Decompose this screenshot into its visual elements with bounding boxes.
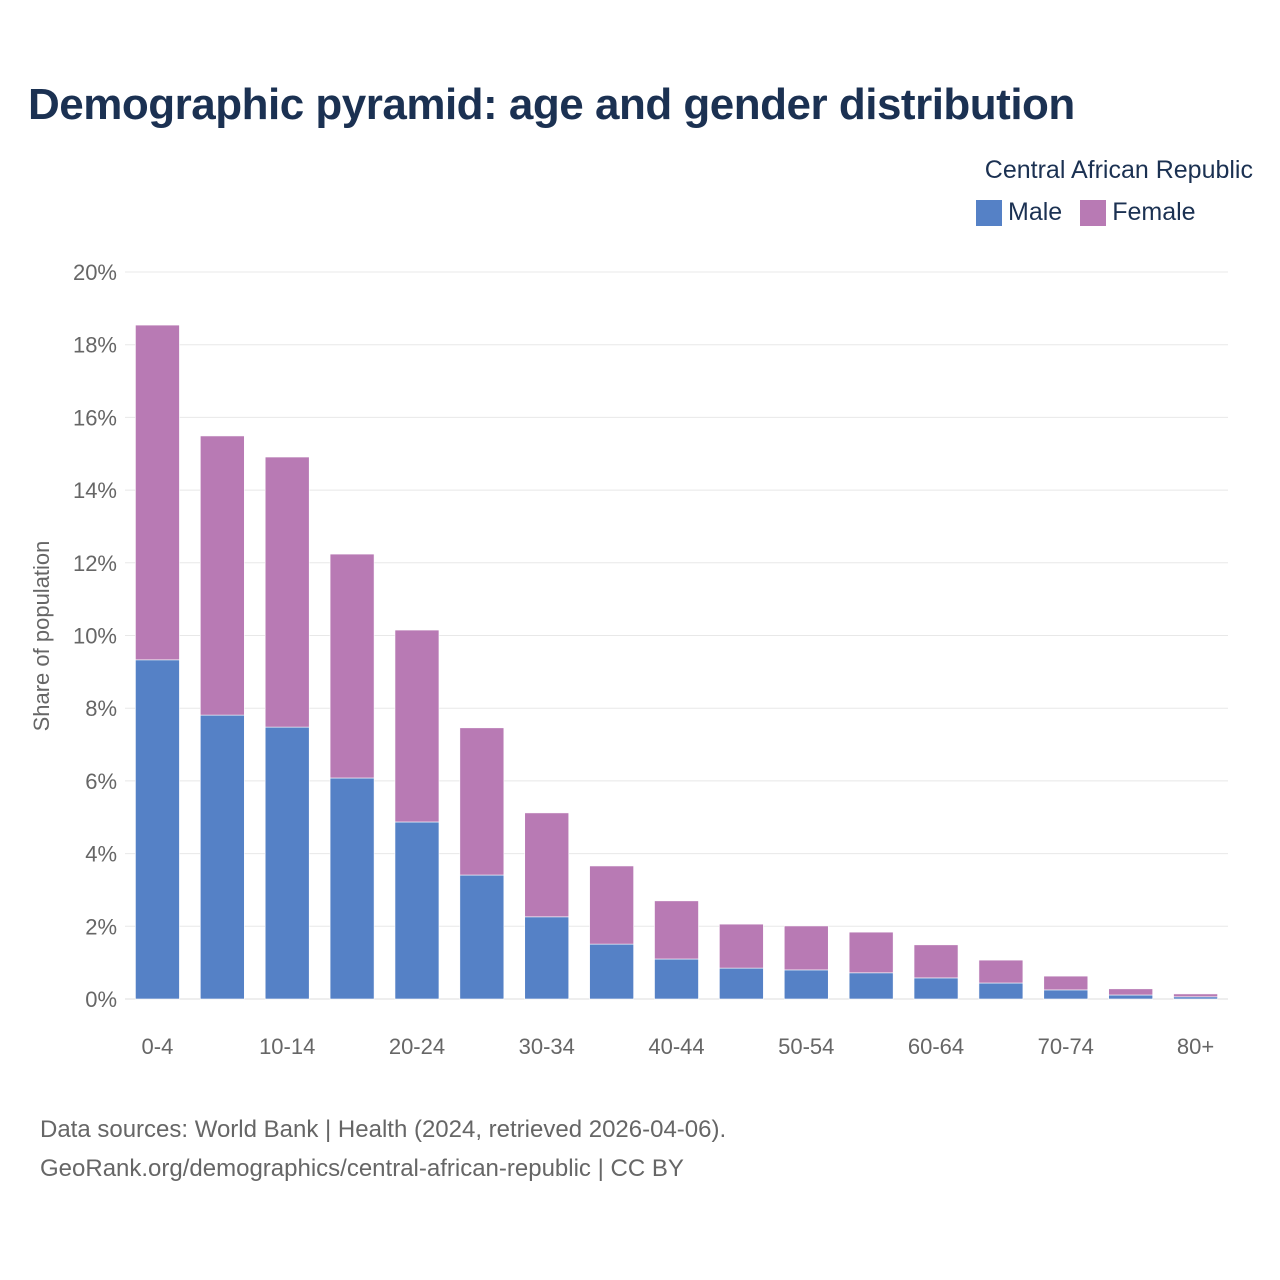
chart-title: Demographic pyramid: age and gender dist… xyxy=(28,80,1075,129)
bar-male[interactable] xyxy=(200,714,245,1000)
footer-sources: Data sources: World Bank | Health (2024,… xyxy=(40,1116,727,1143)
bar-female[interactable] xyxy=(1173,993,1218,998)
x-tick-label: 0-4 xyxy=(142,1034,174,1059)
bar-female[interactable] xyxy=(719,923,764,969)
legend-swatch-male xyxy=(976,199,1002,226)
bar-male[interactable] xyxy=(589,943,634,1000)
x-tick-label: 20-24 xyxy=(389,1034,445,1059)
bar-female[interactable] xyxy=(524,812,570,918)
bar-male[interactable] xyxy=(719,967,764,1000)
chart-subtitle: Central African Republic xyxy=(984,156,1253,184)
y-tick-label: 4% xyxy=(85,842,117,867)
bar-female[interactable] xyxy=(848,931,894,974)
bar-female[interactable] xyxy=(654,900,699,960)
legend-item-female[interactable]: Female xyxy=(1080,198,1196,227)
bar-female[interactable] xyxy=(978,959,1024,984)
y-tick-label: 10% xyxy=(73,624,117,649)
x-tick-label: 30-34 xyxy=(519,1034,575,1059)
bar-male[interactable] xyxy=(1108,994,1153,1000)
bar-male[interactable] xyxy=(524,916,570,1000)
y-tick-label: 16% xyxy=(73,405,117,430)
y-tick-label: 20% xyxy=(73,260,117,285)
footer-url: GeoRank.org/demographics/central-african… xyxy=(40,1155,684,1182)
bar-female[interactable] xyxy=(783,925,829,971)
x-tick-label: 50-54 xyxy=(778,1034,834,1059)
bar-male[interactable] xyxy=(978,982,1024,1000)
legend: Male Female xyxy=(976,198,1196,227)
y-tick-label: 6% xyxy=(85,769,117,794)
legend-item-male[interactable]: Male xyxy=(976,198,1062,227)
bar-male[interactable] xyxy=(783,969,829,1000)
x-tick-label: 70-74 xyxy=(1038,1034,1094,1059)
bar-female[interactable] xyxy=(589,865,634,945)
y-tick-label: 14% xyxy=(73,478,117,503)
bar-female[interactable] xyxy=(329,553,375,779)
bar-male[interactable] xyxy=(1173,996,1218,1000)
bar-female[interactable] xyxy=(394,629,440,823)
legend-label-female: Female xyxy=(1112,198,1196,226)
bar-female[interactable] xyxy=(1043,975,1089,991)
bar-male[interactable] xyxy=(394,821,440,1000)
bar-male[interactable] xyxy=(264,726,310,1000)
bar-female[interactable] xyxy=(459,727,505,876)
x-tick-label: 80+ xyxy=(1177,1034,1214,1059)
bar-male[interactable] xyxy=(654,958,699,1000)
x-tick-label: 40-44 xyxy=(648,1034,704,1059)
bar-male[interactable] xyxy=(1043,989,1089,1000)
bar-female[interactable] xyxy=(135,324,180,661)
bar-female[interactable] xyxy=(913,944,959,979)
x-tick-label: 10-14 xyxy=(259,1034,315,1059)
bar-female[interactable] xyxy=(264,456,310,728)
x-tick-label: 60-64 xyxy=(908,1034,964,1059)
y-tick-label: 2% xyxy=(85,914,117,939)
bar-male[interactable] xyxy=(459,874,505,1000)
bar-male[interactable] xyxy=(913,977,959,1000)
bar-male[interactable] xyxy=(135,659,180,1000)
y-tick-label: 18% xyxy=(73,333,117,358)
y-tick-label: 8% xyxy=(85,696,117,721)
legend-swatch-female xyxy=(1080,199,1107,226)
legend-label-male: Male xyxy=(1008,198,1063,226)
bar-female[interactable] xyxy=(200,435,245,716)
bar-female[interactable] xyxy=(1108,988,1153,996)
y-tick-label: 12% xyxy=(73,551,117,576)
y-tick-label: 0% xyxy=(85,987,117,1012)
bar-male[interactable] xyxy=(329,777,375,1000)
bar-male[interactable] xyxy=(848,972,894,1000)
